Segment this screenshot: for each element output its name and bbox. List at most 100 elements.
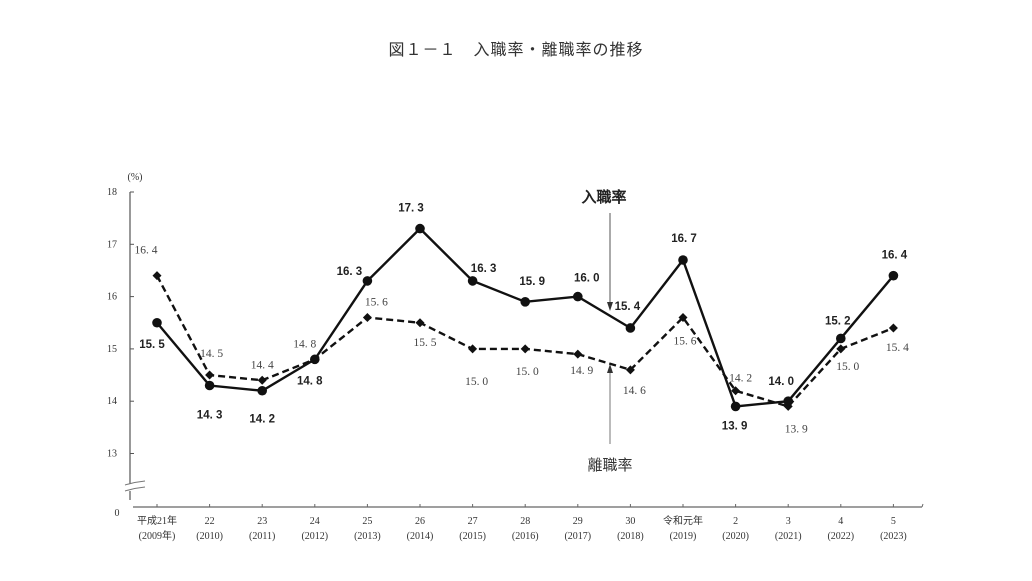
x-tick-year: (2010) xyxy=(196,531,223,542)
circle-marker xyxy=(257,385,268,396)
x-tick-label: 22 xyxy=(205,516,215,527)
x-tick-year: (2011) xyxy=(249,531,275,542)
diamond-marker xyxy=(836,344,846,354)
hiring-rate-label: 14. 2 xyxy=(249,414,275,426)
diamond-marker xyxy=(152,271,162,281)
hiring-rate-label: 14. 8 xyxy=(297,375,323,387)
diamond-marker xyxy=(888,323,898,333)
hiring-rate-label: 14. 0 xyxy=(768,376,794,388)
axis-break-mark xyxy=(124,486,146,492)
diamond-marker xyxy=(362,313,372,323)
x-tick-label: 平成21年 xyxy=(137,514,177,527)
y-tick-label-zero: 0 xyxy=(115,508,120,519)
separation-rate-label: 15. 5 xyxy=(414,337,437,349)
hiring-rate-label: 13. 9 xyxy=(722,420,748,432)
separation-rate-label: 15. 4 xyxy=(886,342,909,354)
hiring-rate-label: 15. 9 xyxy=(519,276,545,288)
x-tick-year: (2014) xyxy=(407,531,434,542)
hiring-rate-label: 16. 0 xyxy=(574,273,600,285)
hiring-rate-label: 16. 3 xyxy=(471,263,497,275)
x-tick-label: 5 xyxy=(891,516,896,527)
hiring-rate-label: 16. 3 xyxy=(337,266,363,278)
hiring-rate-label: 15. 4 xyxy=(615,301,641,313)
separation-rate-label: 14. 2 xyxy=(729,373,752,385)
x-tick-year: (2019) xyxy=(670,531,697,542)
hiring-rate-label: 15. 5 xyxy=(139,339,165,351)
separation-rate-label: 14. 8 xyxy=(293,338,316,350)
hiring-rate-label: 15. 2 xyxy=(825,315,851,327)
y-axis-unit: (%) xyxy=(128,172,143,183)
x-tick-year: (2017) xyxy=(564,531,591,542)
y-tick-label: 14 xyxy=(107,396,117,407)
separation-rate-label: 15. 6 xyxy=(365,297,388,309)
circle-marker xyxy=(625,323,636,333)
circle-marker xyxy=(204,380,215,391)
circle-marker xyxy=(520,297,530,307)
x-tick-year: (2022) xyxy=(827,531,854,542)
x-tick-label: 28 xyxy=(520,516,530,527)
diamond-marker xyxy=(415,318,425,328)
series-hiring-rate xyxy=(152,223,899,412)
y-tick-label: 17 xyxy=(107,239,117,250)
diamond-marker xyxy=(257,375,267,385)
hiring-rate-label: 16. 4 xyxy=(882,250,908,262)
x-tick-label: 27 xyxy=(468,516,478,527)
circle-marker xyxy=(415,223,425,234)
circle-marker xyxy=(678,255,688,265)
hiring-rate-annotation: 入職率 xyxy=(581,188,626,206)
y-tick-label: 18 xyxy=(107,187,117,198)
diamond-marker xyxy=(678,313,688,323)
hiring-rate-label: 14. 3 xyxy=(197,410,223,422)
separation-rate-label: 14. 6 xyxy=(623,385,646,397)
x-tick-label: 25 xyxy=(362,516,372,527)
circle-marker xyxy=(783,396,793,407)
x-tick-year: (2015) xyxy=(459,531,486,542)
diamond-marker xyxy=(520,344,530,354)
diamond-marker xyxy=(573,349,583,359)
x-tick-label: 4 xyxy=(838,516,843,527)
x-tick-year: (2012) xyxy=(301,531,328,542)
separation-rate-label: 14. 5 xyxy=(200,348,223,360)
diamond-marker xyxy=(625,365,635,375)
circle-marker xyxy=(362,276,373,286)
diamond-marker xyxy=(731,386,741,396)
separation-rate-label: 15. 0 xyxy=(465,376,488,388)
data-labels: 15. 5 14. 3 14. 2 14. 8 16. 3 17. 3 16. 3 15. 9… xyxy=(135,203,910,436)
diamond-marker xyxy=(205,370,215,380)
separation-rate-label: 15. 6 xyxy=(674,336,697,348)
chart-title: 図１－１ 入職率・離職率の推移 xyxy=(388,42,644,59)
x-tick-label: 24 xyxy=(310,516,320,527)
x-tick-year: (2021) xyxy=(775,531,802,542)
separation-rate-label: 14. 4 xyxy=(251,359,274,371)
circle-marker xyxy=(836,333,846,344)
hiring-rate-label: 16. 7 xyxy=(671,233,697,245)
circle-marker xyxy=(310,354,320,365)
separation-rate-label: 15. 0 xyxy=(836,361,859,373)
x-tick-label: 令和元年 xyxy=(663,514,703,527)
x-tick-year: (2023) xyxy=(880,531,907,542)
x-tick-year: (2016) xyxy=(512,531,539,542)
separation-rate-annotation: 離職率 xyxy=(587,456,632,474)
x-tick-year: (2020) xyxy=(722,531,749,542)
circle-marker xyxy=(152,317,162,328)
circle-marker xyxy=(573,291,583,302)
separation-rate-label: 15. 0 xyxy=(516,366,539,378)
separation-rate-label: 16. 4 xyxy=(135,245,158,257)
x-tick-year: (2018) xyxy=(617,531,644,542)
axis-break-mark xyxy=(124,480,146,486)
axes: 1817161514130(%)平成21年(2009年)22(2010)23(2… xyxy=(107,172,924,542)
x-tick-year: (2013) xyxy=(354,531,381,542)
circle-marker xyxy=(467,276,478,286)
circle-marker xyxy=(888,270,899,281)
y-tick-label: 13 xyxy=(107,449,117,460)
x-tick-label: 3 xyxy=(786,516,791,527)
separation-rate-label: 13. 9 xyxy=(785,423,808,435)
diamond-marker xyxy=(468,344,478,354)
circle-marker xyxy=(730,401,741,412)
x-tick-label: 2 xyxy=(733,516,738,527)
y-tick-label: 15 xyxy=(107,344,117,355)
y-tick-label: 16 xyxy=(107,292,117,303)
x-tick-label: 30 xyxy=(625,516,635,527)
x-tick-label: 23 xyxy=(257,516,267,527)
